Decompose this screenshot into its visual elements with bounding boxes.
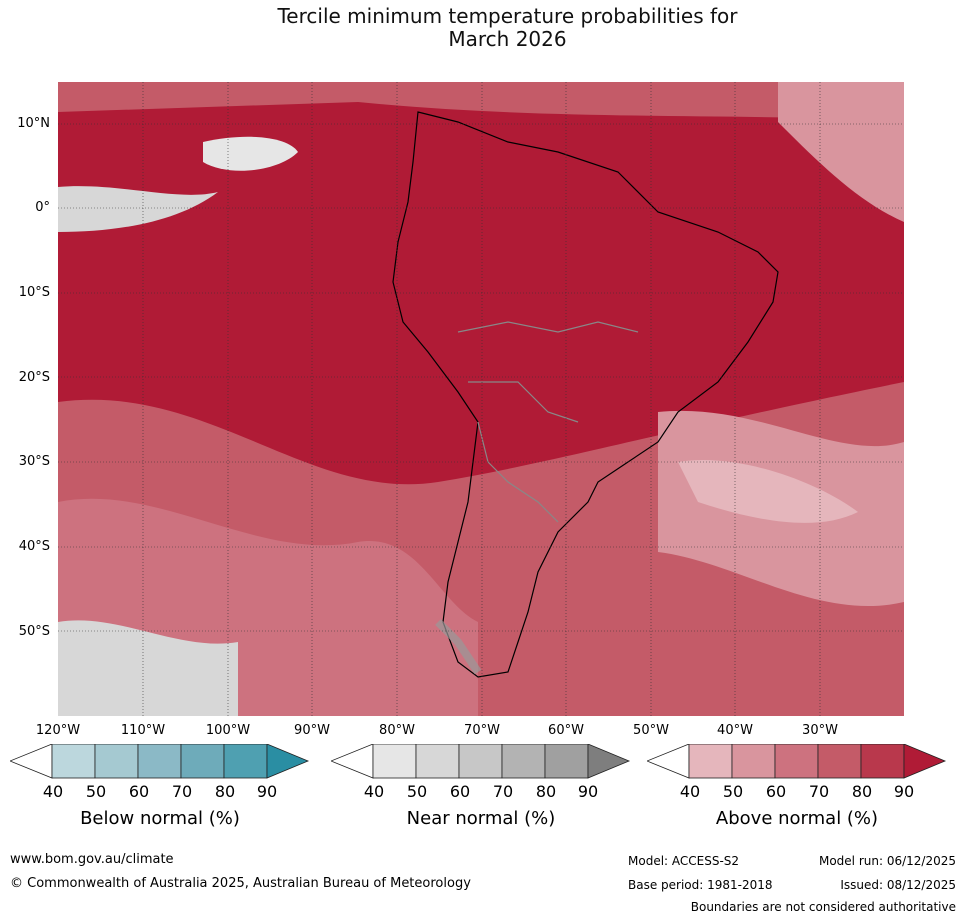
shade-patch-ne [778,82,904,222]
below-swatch-4 [180,744,225,779]
colorbar-below-normal [10,744,310,834]
graticule [58,82,904,716]
colorbar-near-normal [331,744,631,834]
country-border-2 [457,321,639,333]
below-tick-80: 80 [214,782,236,801]
copyright-text: © Commonwealth of Australia 2025, Austra… [10,876,471,891]
lon-label-60w: 60°W [548,723,584,738]
country-border-3 [468,381,579,423]
near-tick-60: 60 [449,782,471,801]
above-tick-90: 90 [893,782,915,801]
near-tick-80: 80 [535,782,557,801]
above-normal-title: Above normal (%) [715,808,879,829]
shade-band-north [58,82,904,122]
lon-label-110w: 110°W [120,723,166,738]
country-border-1 [477,421,559,523]
lat-label-30s: 30°S [18,454,50,469]
lat-label-0: 0° [35,200,50,215]
patagonia-near-normal [435,619,482,675]
above-tick-40: 40 [679,782,701,801]
near-swatch-4 [501,744,546,779]
colorbar-near-swatches [331,744,631,779]
below-swatch-3 [137,744,182,779]
title-line-2: March 2026 [448,27,567,51]
below-swatch-6 [266,744,310,779]
near-tick-50: 50 [406,782,428,801]
near-swatch-1 [372,744,417,779]
lon-label-40w: 40°W [717,723,753,738]
near-swatch-6 [587,744,631,779]
model-run-date: Model run: 06/12/2025 [818,854,956,868]
lat-label-20s: 20°S [18,370,50,385]
model-name: Model: ACCESS-S2 [628,854,740,868]
above-swatch-6 [903,744,947,779]
base-period: Base period: 1981-2018 [628,878,773,892]
map-canvas [58,82,904,716]
south-america-coastline [392,111,779,678]
near-tick-90: 90 [577,782,599,801]
lat-label-10n: 10°N [17,116,50,131]
near-tick-40: 40 [363,782,385,801]
colorbar-above-swatches [647,744,947,779]
below-swatch-5 [223,744,268,779]
lon-label-120w: 120°W [35,723,81,738]
colorbar-below-swatches [10,744,310,779]
lat-label-10s: 10°S [18,285,50,300]
below-tick-40: 40 [42,782,64,801]
above-tick-50: 50 [722,782,744,801]
shade-patch-se [678,460,858,523]
above-swatch-4 [817,744,862,779]
above-tick-80: 80 [851,782,873,801]
lon-label-50w: 50°W [633,723,669,738]
above-swatch-0 [647,744,690,779]
colorbar-above-normal [647,744,947,834]
below-tick-60: 60 [128,782,150,801]
below-swatch-2 [94,744,139,779]
near-normal-patch-sw [58,620,238,716]
below-tick-70: 70 [171,782,193,801]
lat-label-50s: 50°S [18,624,50,639]
above-swatch-3 [774,744,819,779]
above-tick-60: 60 [765,782,787,801]
near-swatch-0 [331,744,374,779]
below-swatch-1 [51,744,96,779]
near-swatch-2 [415,744,460,779]
near-tick-70: 70 [492,782,514,801]
near-normal-patch-northwest [203,136,298,171]
below-normal-title: Below normal (%) [80,808,240,829]
near-swatch-5 [544,744,589,779]
title-line-1: Tercile minimum temperature probabilitie… [277,4,738,28]
near-normal-patch-north [58,186,218,232]
chart-title: Tercile minimum temperature probabilitie… [0,5,965,51]
above-swatch-5 [860,744,905,779]
lon-label-80w: 80°W [379,723,415,738]
boundary-disclaimer: Boundaries are not considered authoritat… [690,900,956,914]
below-tick-50: 50 [85,782,107,801]
above-swatch-1 [688,744,733,779]
lon-label-90w: 90°W [294,723,330,738]
issued-date: Issued: 08/12/2025 [840,878,956,892]
below-swatch-0 [10,744,53,779]
lon-label-70w: 70°W [464,723,500,738]
above-swatch-2 [731,744,776,779]
below-tick-90: 90 [256,782,278,801]
above-tick-70: 70 [808,782,830,801]
lat-label-40s: 40°S [18,539,50,554]
lon-label-100w: 100°W [205,723,251,738]
lon-label-30w: 30°W [802,723,838,738]
near-normal-title: Near normal (%) [406,808,556,829]
website-link[interactable]: www.bom.gov.au/climate [10,852,174,867]
probability-map [58,82,904,716]
near-swatch-3 [458,744,503,779]
